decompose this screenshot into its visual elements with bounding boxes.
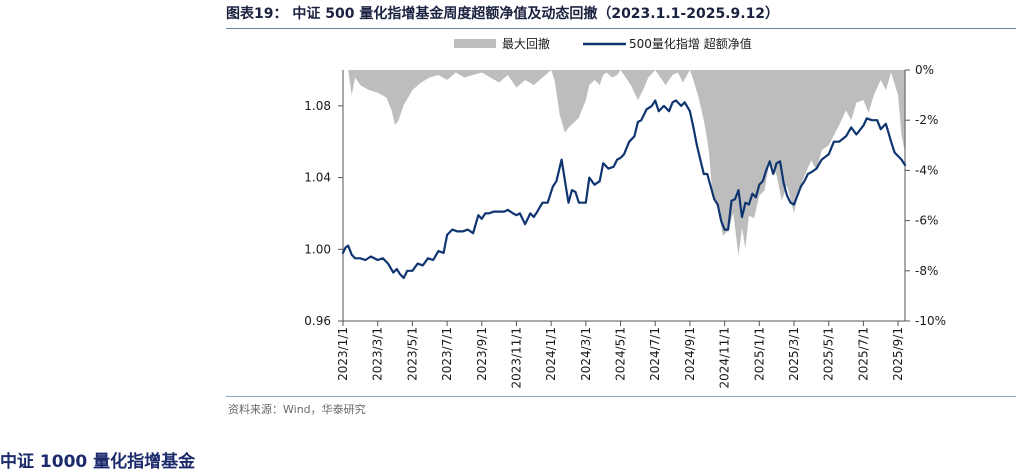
legend-label-excess-nav: 500量化指增 超额净值 [629, 36, 752, 51]
left-y-tick-label: 1.00 [304, 242, 331, 256]
right-y-tick-label: -8% [915, 264, 938, 278]
next-section-heading: 中证 1000 量化指增基金 [0, 452, 196, 472]
x-tick-label: 2023/3/1 [371, 327, 385, 381]
left-y-tick-label: 1.04 [304, 171, 331, 185]
caption-divider [226, 28, 1016, 29]
x-tick-label: 2023/11/1 [509, 327, 523, 389]
right-y-tick-label: -6% [915, 214, 938, 228]
chart-legend: 最大回撤 500量化指增 超额净值 [454, 36, 752, 51]
source-note: 资料来源：Wind，华泰研究 [228, 403, 366, 416]
x-tick-label: 2024/7/1 [648, 327, 662, 381]
x-tick-label: 2023/5/1 [405, 327, 419, 381]
x-tick-label: 2024/1/1 [544, 327, 558, 381]
right-y-tick-label: -2% [915, 113, 938, 127]
legend-swatch-drawdown [454, 39, 496, 48]
plot-area: 0.96 1.00 1.04 1.08 0% -2% -4% -6% -8% -10% 2023/1… [304, 63, 946, 389]
left-y-tick-label: 1.08 [304, 99, 331, 113]
x-tick-label: 2025/1/1 [752, 327, 766, 381]
legend-label-drawdown: 最大回撤 [502, 36, 550, 51]
x-tick-label: 2024/9/1 [683, 327, 697, 381]
x-tick-label: 2025/7/1 [856, 327, 870, 381]
x-tick-label: 2025/3/1 [787, 327, 801, 381]
figure-caption: 图表19： 中证 500 量化指增基金周度超额净值及动态回撤（2023.1.1-… [226, 6, 780, 22]
source-divider [226, 396, 1016, 397]
x-tick-label: 2025/5/1 [822, 327, 836, 381]
right-y-tick-label: -10% [915, 314, 946, 328]
drawdown-area-series [343, 70, 905, 256]
excess-nav-line-series [341, 99, 907, 280]
x-tick-label: 2024/11/1 [718, 327, 732, 389]
excess-nav-drawdown-chart: 最大回撤 500量化指增 超额净值 0.96 1.00 1.04 1.08 0% -2% -… [304, 36, 946, 389]
x-tick-label: 2024/3/1 [579, 327, 593, 381]
left-y-tick-label: 0.96 [304, 314, 331, 328]
x-tick-label: 2023/7/1 [440, 327, 454, 381]
x-tick-label: 2023/1/1 [336, 327, 350, 381]
x-tick-label: 2025/9/1 [891, 327, 905, 381]
right-y-tick-label: 0% [915, 63, 934, 77]
right-y-tick-label: -4% [915, 163, 938, 177]
x-tick-label: 2023/9/1 [475, 327, 489, 381]
x-tick-label: 2024/5/1 [614, 327, 628, 381]
